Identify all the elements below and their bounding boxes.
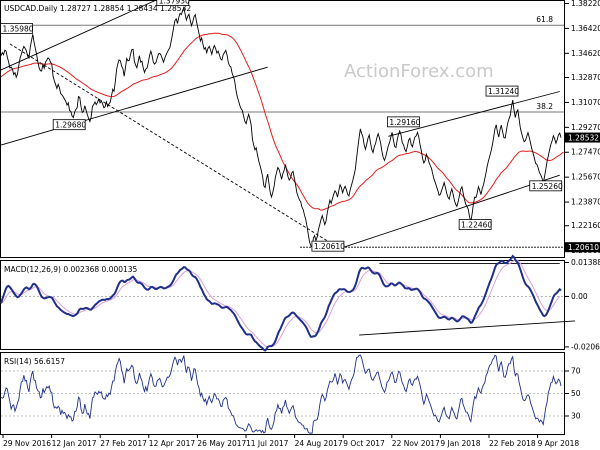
fib-level-label: 38.2 — [536, 102, 553, 111]
x-axis-label: 27 Feb 2017 — [100, 439, 147, 448]
watermark: ActionForex.com — [344, 61, 494, 82]
price-y-tick-label: 1.27470 — [571, 148, 600, 157]
price-annotation-box — [0, 23, 33, 34]
price-line — [0, 5, 562, 249]
price-annotation-box — [52, 119, 86, 131]
downtrend-dotted-line — [9, 43, 338, 248]
price-annotation-label: 1.29160 — [389, 118, 420, 127]
price-y-tick-label: 1.23870 — [571, 198, 600, 207]
x-axis-label: 9 Oct 2017 — [343, 439, 385, 448]
x-axis-label: 29 Nov 2016 — [3, 439, 51, 448]
price-y-tick-label: 1.29270 — [571, 123, 600, 132]
support-price-tag-text: 1.20610 — [568, 243, 599, 252]
price-annotation-box — [458, 219, 492, 230]
rsi-header: RSI(14) 56.6157 — [4, 357, 65, 366]
price-y-tick-label: 1.34620 — [571, 49, 600, 58]
last-price-tag — [565, 132, 600, 143]
support-price-tag — [565, 242, 600, 253]
rsi-y-tick-label: 70 — [571, 367, 581, 376]
last-price-tag-text: 1.28532 — [568, 133, 599, 142]
upper-channel-line-2018 — [388, 91, 560, 137]
price-annotation-box — [387, 116, 420, 128]
rsi-layer: 70 50 30 — [0, 354, 581, 434]
x-axis-label: 9 Jan 2018 — [440, 439, 480, 448]
lower-channel-line-2017 — [0, 66, 268, 146]
price-y-tick-label: 1.32870 — [571, 73, 600, 82]
price-annotation-label: 1.25260 — [532, 182, 563, 191]
x-axis-label: 22 Feb 2018 — [489, 439, 536, 448]
price-y-tick-label: 1.25670 — [571, 173, 600, 182]
price-panel-frame — [0, 0, 565, 258]
x-axis-label: 9 Apr 2018 — [538, 439, 580, 448]
x-axis: 29 Nov 2016 12 Jan 2017 27 Feb 2017 12 Apr … — [2, 434, 580, 448]
price-y-tick-label: 1.31070 — [571, 98, 600, 107]
x-axis-label: 24 Aug 2017 — [295, 439, 343, 448]
price-y-tick-label: 1.22160 — [571, 221, 600, 230]
x-axis-label: 11 Jul 2017 — [246, 439, 289, 448]
price-overlays: 61.8 38.2 — [0, 0, 564, 248]
rsi-y-tick-label: 30 — [571, 412, 581, 421]
price-annotation-label: 1.29680 — [55, 121, 86, 130]
macd-line — [0, 254, 562, 352]
lower-channel-line-2018 — [343, 174, 560, 248]
price-annotation-box — [156, 0, 190, 6]
price-y-tick-label: 1.38220 — [571, 0, 600, 8]
macd-panel-frame — [0, 260, 565, 350]
price-annotations: 1.35980 1.29680 1.37930 1.29160 1.31240 1.252… — [0, 0, 563, 252]
rsi-line — [0, 354, 562, 434]
price-annotation-label: 1.37930 — [159, 0, 190, 6]
upper-channel-line-2017 — [0, 0, 158, 71]
x-axis-label: 12 Apr 2017 — [149, 439, 196, 448]
price-series — [0, 5, 564, 249]
price-annotation-label: 1.35980 — [3, 24, 34, 33]
macd-y-tick-label: -0.020648 — [571, 342, 600, 351]
x-axis-label: 22 Nov 2017 — [392, 439, 440, 448]
price-y-tick-label: 1.36420 — [571, 24, 600, 33]
price-annotation-label: 1.31240 — [488, 87, 519, 96]
macd-y-tick-label: 0.00 — [571, 292, 588, 301]
moving-average-line — [0, 32, 564, 211]
x-axis-label: 12 Jan 2017 — [52, 439, 97, 448]
price-annotation-box — [311, 240, 345, 252]
fib-level-label: 61.8 — [536, 15, 553, 24]
price-annotation-box — [529, 180, 563, 192]
price-header: USDCAD.Daily 1.28727 1.28854 1.28434 1.2… — [4, 4, 191, 13]
macd-support-line — [359, 320, 575, 336]
price-y-axis: 1.38220 1.36420 1.34620 1.32870 1.31070 1.292… — [565, 0, 600, 255]
rsi-y-tick-label: 50 — [571, 389, 581, 398]
rsi-panel-frame — [0, 352, 565, 435]
price-annotation-box — [485, 85, 519, 97]
price-annotation-label: 1.20610 — [314, 242, 345, 251]
price-annotation-label: 1.22460 — [461, 221, 492, 230]
macd-header: MACD(12,26,9) 0.002368 0.000135 — [4, 265, 138, 274]
x-axis-label: 26 May 2017 — [197, 439, 246, 448]
